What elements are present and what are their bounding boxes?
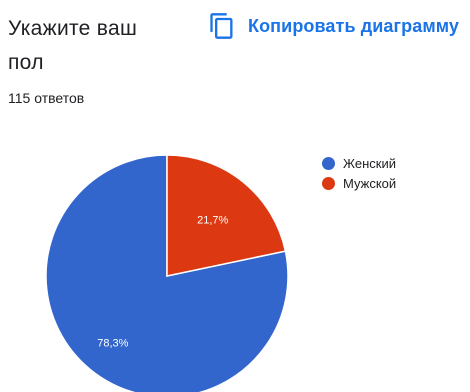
copy-chart-label: Копировать диаграмму bbox=[248, 15, 460, 36]
copy-chart-button[interactable]: Копировать диаграмму bbox=[208, 12, 459, 40]
copy-icon bbox=[210, 13, 233, 39]
question-title: Укажите ваш пол bbox=[8, 17, 138, 74]
legend-swatch-female bbox=[322, 156, 335, 170]
pie-slice-male[interactable] bbox=[166, 154, 287, 277]
legend-label-male: Мужской bbox=[343, 175, 397, 191]
legend-label-female: Женский bbox=[343, 155, 396, 171]
chart-legend: Женский Мужской bbox=[322, 153, 396, 193]
legend-swatch-male bbox=[322, 176, 335, 190]
data-label-female: 78,3% bbox=[97, 338, 128, 350]
legend-item-male[interactable]: Мужской bbox=[322, 173, 396, 193]
response-count: 115 ответов bbox=[8, 90, 85, 106]
data-label-male: 21,7% bbox=[197, 215, 228, 227]
legend-item-female[interactable]: Женский bbox=[322, 153, 396, 173]
